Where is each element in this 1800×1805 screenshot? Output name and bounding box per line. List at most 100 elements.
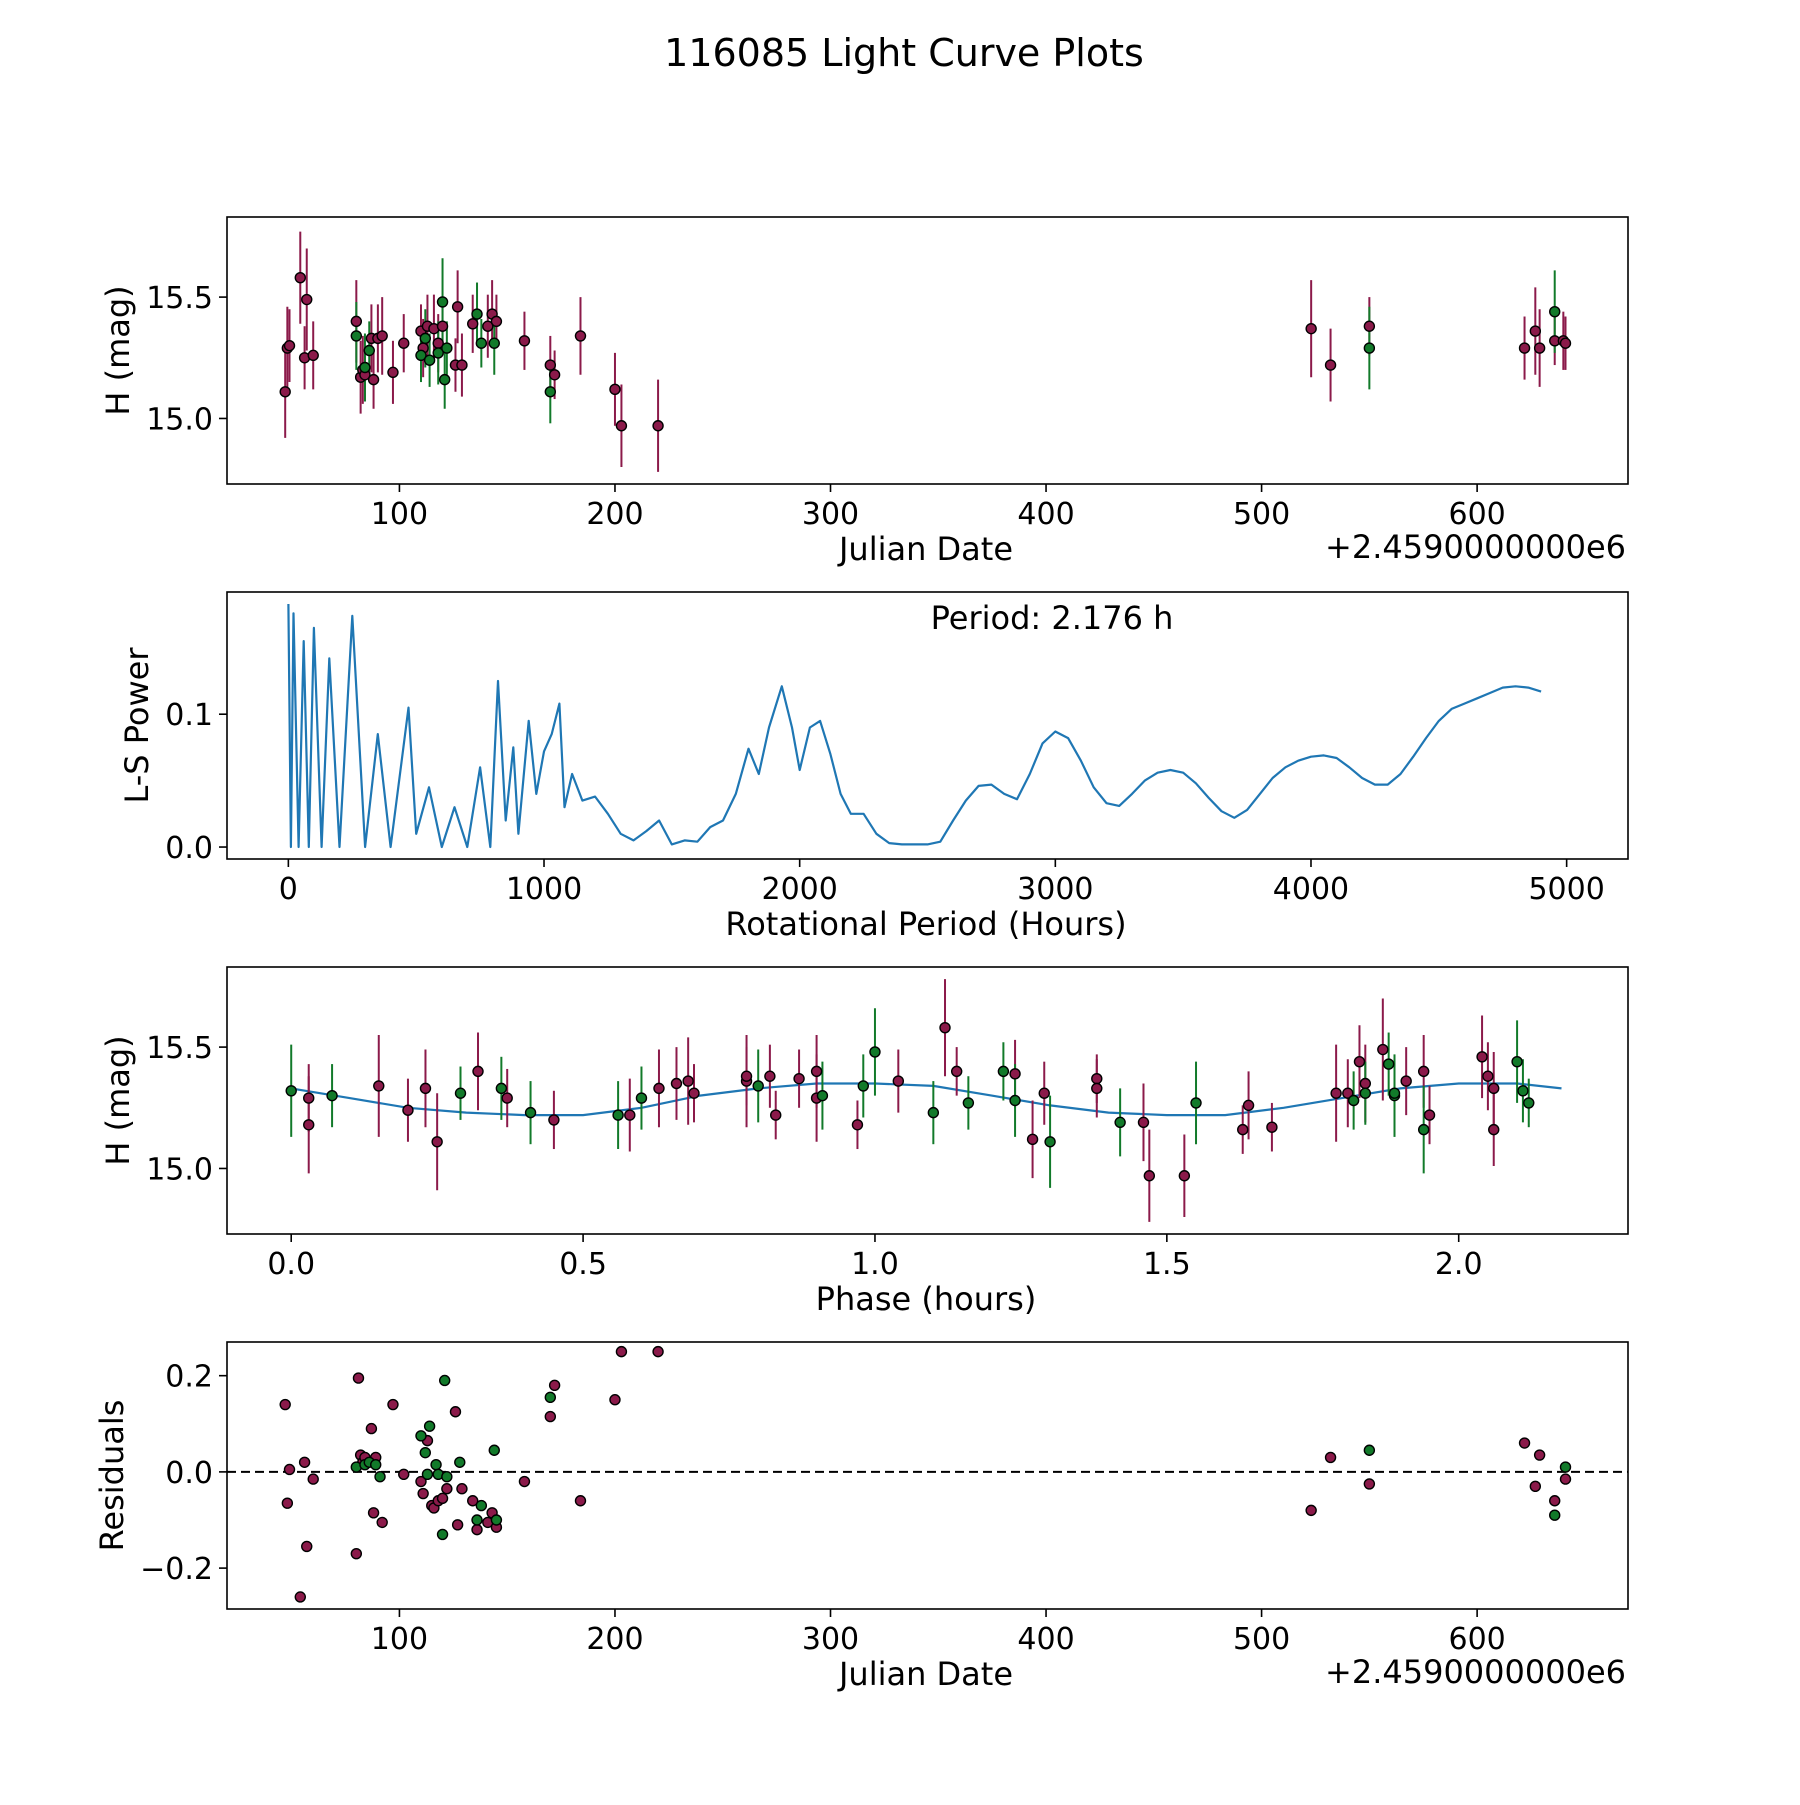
x-tick-label: 1000 — [506, 872, 582, 907]
data-point — [415, 349, 427, 362]
data-point — [548, 1379, 561, 1391]
data-point — [436, 1528, 449, 1541]
data-point — [1242, 1099, 1255, 1112]
x-tick-label: 100 — [371, 1622, 428, 1657]
data-point — [1044, 1136, 1056, 1148]
data-point — [423, 1420, 436, 1432]
data-point — [770, 1109, 782, 1121]
x-axis-label: Julian Date — [837, 530, 1013, 568]
data-point — [612, 1109, 624, 1121]
data-point — [816, 1089, 829, 1102]
panel-residuals: 100 200 300 400 500 600 −0.2 0.0 0.2 Julian Date… — [93, 1341, 1629, 1693]
data-point — [1330, 1087, 1342, 1099]
x-tick-label: 0 — [279, 872, 298, 907]
x-tick-label: 200 — [586, 1622, 643, 1657]
data-point — [449, 1406, 462, 1418]
data-point — [1178, 1170, 1191, 1182]
data-point — [456, 359, 468, 371]
data-point — [475, 337, 488, 349]
data-point — [467, 1495, 479, 1507]
data-point — [740, 1070, 753, 1082]
data-point — [1190, 1097, 1202, 1109]
data-point — [1009, 1094, 1021, 1107]
panel-frame — [226, 591, 1629, 860]
data-point — [471, 308, 483, 320]
x-tick-label: 2000 — [761, 872, 837, 907]
period-annotation: Period: 2.176 h — [931, 599, 1174, 637]
data-point — [1377, 1043, 1389, 1056]
data-point — [624, 1109, 636, 1121]
data-point — [432, 347, 444, 359]
data-point — [1363, 320, 1376, 332]
data-point — [1417, 1123, 1430, 1136]
data-point — [454, 1456, 466, 1468]
data-point — [652, 1345, 664, 1358]
x-tick-label: 300 — [802, 497, 859, 532]
data-point — [1518, 342, 1531, 354]
x-tick-label: 0.0 — [267, 1247, 315, 1282]
x-tick-label: 400 — [1017, 1622, 1074, 1657]
data-point — [488, 337, 500, 349]
x-tick-label: 100 — [371, 497, 428, 532]
data-point — [524, 1106, 537, 1119]
x-tick-label: 1.5 — [1143, 1247, 1191, 1282]
x-tick-label: 600 — [1448, 497, 1505, 532]
data-point — [574, 1495, 587, 1507]
data-point — [1529, 1480, 1542, 1493]
data-point — [857, 1080, 869, 1092]
data-point — [419, 1446, 431, 1459]
data-point — [793, 1072, 805, 1085]
data-point — [303, 1119, 315, 1131]
data-point — [279, 1398, 291, 1411]
data-point — [387, 366, 399, 379]
data-point — [376, 330, 388, 342]
data-point — [352, 1372, 365, 1384]
data-point — [1488, 1082, 1500, 1095]
data-point — [283, 339, 296, 352]
data-point — [301, 293, 313, 306]
y-tick-label: 0.0 — [165, 831, 213, 866]
data-point — [518, 335, 531, 347]
periodogram-line — [287, 603, 1542, 849]
x-tick-label: 2.0 — [1435, 1247, 1483, 1282]
data-point — [1488, 1123, 1500, 1136]
data-point — [635, 1092, 648, 1104]
data-point — [1388, 1087, 1401, 1099]
data-point — [764, 1070, 776, 1082]
data-point — [652, 420, 664, 432]
x-tick-label: 300 — [802, 1622, 859, 1657]
x-tick-label: 3000 — [1017, 872, 1093, 907]
data-point — [373, 1080, 385, 1092]
x-tick-label: 0.5 — [559, 1247, 607, 1282]
data-point — [1342, 1087, 1354, 1099]
data-point — [1549, 1495, 1561, 1507]
data-point — [1009, 1068, 1021, 1080]
data-point — [350, 1547, 363, 1560]
data-point — [294, 1591, 306, 1603]
data-point — [950, 1065, 963, 1078]
data-point — [307, 1473, 319, 1485]
data-point — [495, 1082, 508, 1095]
data-point — [431, 1136, 443, 1148]
data-point — [1549, 305, 1561, 318]
data-point — [281, 1497, 294, 1509]
data-point — [1518, 1437, 1531, 1449]
y-tick-label: 0.0 — [165, 1456, 213, 1491]
data-point — [1533, 1449, 1546, 1461]
data-point — [810, 1065, 823, 1078]
data-point — [294, 271, 306, 284]
data-point — [1038, 1087, 1050, 1099]
data-point — [374, 1471, 386, 1483]
data-point — [548, 369, 561, 381]
data-point — [350, 315, 363, 328]
x-axis-label: Julian Date — [837, 1655, 1013, 1693]
data-point — [398, 337, 410, 349]
data-point — [1359, 1077, 1372, 1090]
data-point — [415, 1475, 427, 1488]
data-point — [1363, 1478, 1376, 1490]
data-point — [441, 342, 453, 354]
data-point — [670, 1077, 683, 1090]
data-point — [1511, 1055, 1523, 1068]
data-point — [430, 1458, 442, 1471]
data-point — [471, 1523, 483, 1536]
